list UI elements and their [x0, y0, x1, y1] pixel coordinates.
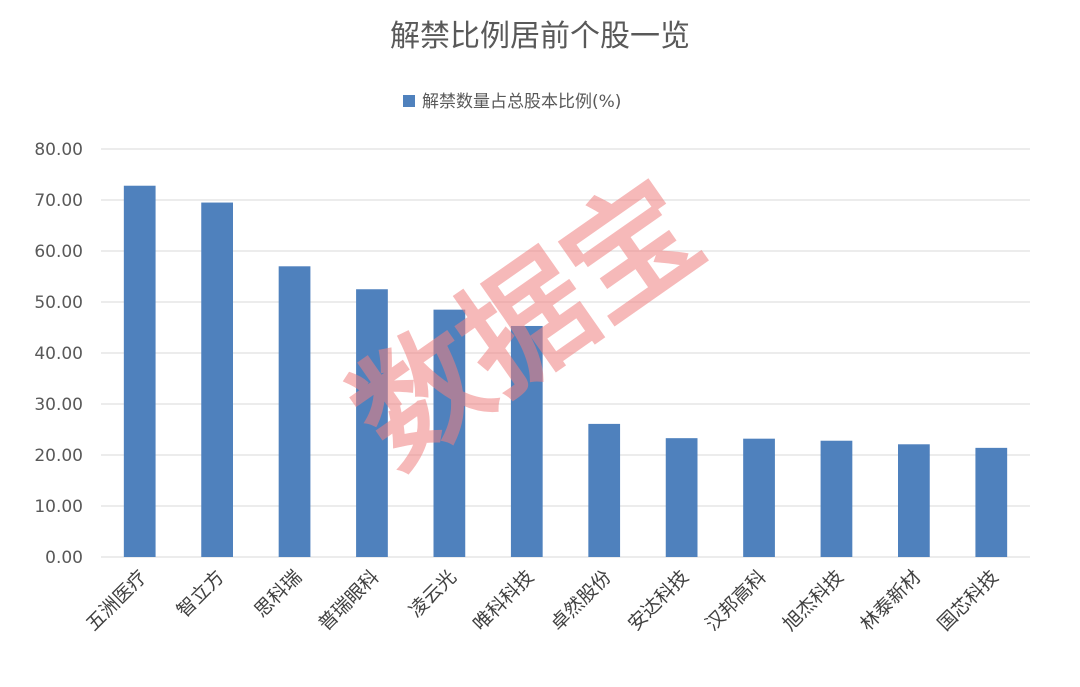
- x-tick-label: 普瑞眼科: [314, 566, 383, 635]
- x-tick-label: 思科瑞: [250, 566, 306, 622]
- x-tick-label: 五洲医疗: [82, 566, 151, 635]
- y-tick-label: 60.00: [34, 242, 83, 262]
- bar: [433, 309, 466, 557]
- x-tick-label: 林泰新材: [856, 566, 925, 635]
- bar: [820, 440, 853, 557]
- x-tick-label: 唯科科技: [469, 566, 538, 635]
- x-tick-label: 旭杰科技: [779, 566, 848, 635]
- bar: [665, 438, 698, 557]
- y-tick-label: 40.00: [34, 344, 83, 364]
- legend-label: 解禁数量占总股本比例(%): [422, 92, 621, 112]
- x-tick-label: 智立方: [173, 566, 229, 622]
- x-tick-label: 凌云光: [405, 566, 461, 622]
- y-tick-label: 10.00: [34, 497, 83, 517]
- bar: [975, 447, 1008, 557]
- y-tick-label: 70.00: [34, 191, 83, 211]
- bar: [898, 444, 930, 557]
- x-tick-label: 安达科技: [624, 566, 693, 635]
- y-tick-label: 80.00: [34, 140, 83, 160]
- y-tick-label: 30.00: [34, 395, 83, 415]
- bar: [510, 325, 543, 557]
- gridlines: [101, 148, 1030, 558]
- bar: [123, 185, 156, 557]
- y-tick-label: 50.00: [34, 293, 83, 313]
- x-tick-label: 国芯科技: [934, 566, 1003, 635]
- legend: 解禁数量占总股本比例(%): [403, 92, 621, 112]
- y-tick-label: 20.00: [34, 446, 83, 466]
- x-axis-labels: 五洲医疗 智立方 思科瑞 普瑞眼科 凌云光 唯科科技 卓然股份 安达科技 汉邦高科 旭杰科技 林泰新…: [82, 566, 1003, 635]
- x-tick-label: 卓然股份: [546, 566, 615, 635]
- y-tick-label: 0.00: [45, 548, 83, 568]
- bar: [588, 423, 621, 557]
- x-tick-label: 汉邦高科: [701, 566, 770, 635]
- y-axis-ticks: 0.00 10.00 20.00 30.00 40.00 50.00 60.00 70.00 8…: [34, 140, 83, 568]
- legend-swatch: [403, 95, 415, 107]
- bars: [123, 185, 1008, 558]
- bar: [278, 266, 311, 557]
- bar: [356, 289, 388, 557]
- bar: [201, 202, 233, 558]
- chart-title: 解禁比例居前个股一览: [390, 19, 690, 54]
- bar: [743, 438, 775, 557]
